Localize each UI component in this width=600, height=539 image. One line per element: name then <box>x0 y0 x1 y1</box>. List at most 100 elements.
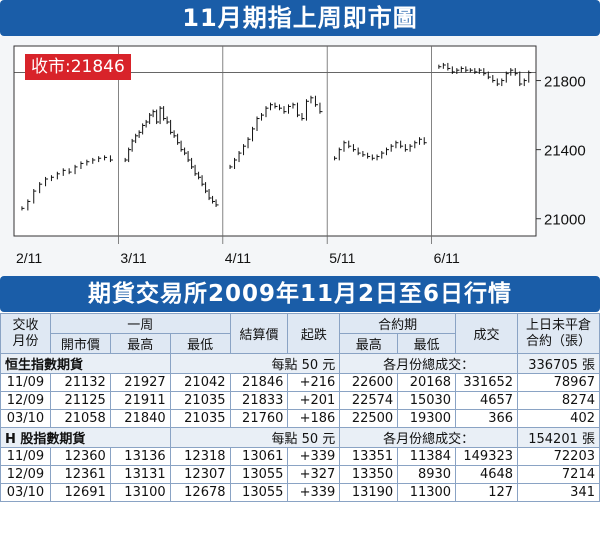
table-cell: +339 <box>287 483 341 502</box>
section-row: 恒生指數期貨 每點 50 元各月份總成交： 336705 張 <box>0 353 600 374</box>
table-cell: 12/09 <box>0 465 51 484</box>
x-tick-label: 4/11 <box>225 250 251 266</box>
header-contract-low: 最低 <box>397 333 457 354</box>
table-cell: 11/09 <box>0 447 51 466</box>
table-cell: 12691 <box>49 483 111 502</box>
table-cell: +201 <box>287 391 341 410</box>
table-cell: 11300 <box>397 483 457 502</box>
table-cell: 13100 <box>109 483 171 502</box>
table-cell: 20168 <box>397 373 457 392</box>
table-cell: 13055 <box>229 483 289 502</box>
x-tick-label: 3/11 <box>120 250 146 266</box>
header-low: 最低 <box>169 333 231 354</box>
table-row: 11/09 21132 21927 21042 21846 +216 22600 20168 3… <box>0 373 600 392</box>
header-oi: 上日未平倉 合約（張） <box>517 313 600 354</box>
section-name: 恒生指數期貨 <box>0 353 171 374</box>
section-total: 336705 張 <box>517 353 600 374</box>
header-contract-high: 最高 <box>339 333 399 354</box>
table-cell: 21927 <box>109 373 171 392</box>
table-cell: 03/10 <box>0 483 51 502</box>
table-cell: 19300 <box>397 409 457 428</box>
table-cell: 72203 <box>517 447 600 466</box>
section-unit: 每點 50 元 <box>169 353 341 374</box>
x-tick-label: 2/11 <box>16 250 42 266</box>
table-row: 03/10 12691 13100 12678 13055 +339 13190 11300 1… <box>0 483 600 502</box>
table-row: 12/09 21125 21911 21035 21833 +201 22574 15030 4… <box>0 391 600 410</box>
table-cell: 13351 <box>339 447 399 466</box>
table-cell: 13131 <box>109 465 171 484</box>
table-cell: 12360 <box>49 447 111 466</box>
header-open: 開市價 <box>49 333 111 354</box>
table-cell: 21035 <box>169 391 231 410</box>
table-cell: 4648 <box>455 465 519 484</box>
chart-title: 11月期指上周即市圖 <box>0 0 600 36</box>
table-cell: 21035 <box>169 409 231 428</box>
table-cell: 22500 <box>339 409 399 428</box>
table-cell: 12361 <box>49 465 111 484</box>
table-row: 11/09 12360 13136 12318 13061 +339 13351 11384 1… <box>0 447 600 466</box>
table-cell: +216 <box>287 373 341 392</box>
table-cell: 21833 <box>229 391 289 410</box>
table-cell: 21846 <box>229 373 289 392</box>
quotes-table: 交收 月份 一周 結算價 起跌 合約期 成交 上日未平倉 合約（張） 開市價 最… <box>0 313 600 502</box>
y-tick-label: 21800 <box>544 74 586 91</box>
table-cell: 78967 <box>517 373 600 392</box>
table-cell: 13136 <box>109 447 171 466</box>
table-row: 03/10 21058 21840 21035 21760 +186 22500 19300 3… <box>0 409 600 428</box>
table-cell: +186 <box>287 409 341 428</box>
table-cell: 13350 <box>339 465 399 484</box>
table-cell: +327 <box>287 465 341 484</box>
table-cell: 22574 <box>339 391 399 410</box>
section-total: 154201 張 <box>517 427 600 448</box>
table-cell: 366 <box>455 409 519 428</box>
table-cell: 12678 <box>169 483 231 502</box>
table-cell: 7214 <box>517 465 600 484</box>
table-cell: 15030 <box>397 391 457 410</box>
close-value: :21846 <box>65 57 125 77</box>
table-cell: 13190 <box>339 483 399 502</box>
table-cell: 402 <box>517 409 600 428</box>
header-volume: 成交 <box>455 313 519 354</box>
table-cell: 21840 <box>109 409 171 428</box>
quotes-body: 恒生指數期貨 每點 50 元各月份總成交： 336705 張 11/09 21132 21… <box>0 353 600 502</box>
table-cell: 11/09 <box>0 373 51 392</box>
table-cell: +339 <box>287 447 341 466</box>
table-cell: 21125 <box>49 391 111 410</box>
table-cell: 12/09 <box>0 391 51 410</box>
header-change: 起跌 <box>287 313 341 354</box>
table-cell: 21911 <box>109 391 171 410</box>
y-tick-label: 21400 <box>544 143 586 160</box>
close-price-label: 收市:21846 <box>25 54 131 80</box>
table-cell: 21132 <box>49 373 111 392</box>
header-month: 交收 月份 <box>0 313 51 354</box>
table-cell: 341 <box>517 483 600 502</box>
x-tick-label: 5/11 <box>329 250 355 266</box>
table-cell: 4657 <box>455 391 519 410</box>
table-title: 期貨交易所2009年11月2日至6日行情 <box>0 276 600 312</box>
section-unit: 每點 50 元 <box>169 427 341 448</box>
table-cell: 13055 <box>229 465 289 484</box>
header-settle: 結算價 <box>229 313 289 354</box>
table-cell: 127 <box>455 483 519 502</box>
table-cell: 22600 <box>339 373 399 392</box>
header-contract: 合約期 <box>339 313 457 334</box>
table-cell: 12318 <box>169 447 231 466</box>
section-total-label: 各月份總成交： <box>339 353 519 374</box>
table-cell: 8930 <box>397 465 457 484</box>
table-cell: 12307 <box>169 465 231 484</box>
table-row: 12/09 12361 13131 12307 13055 +327 13350 8930 46… <box>0 465 600 484</box>
header-week: 一周 <box>49 313 231 334</box>
table-cell: 03/10 <box>0 409 51 428</box>
table-cell: 13061 <box>229 447 289 466</box>
table-cell: 11384 <box>397 447 457 466</box>
table-cell: 331652 <box>455 373 519 392</box>
header-high: 最高 <box>109 333 171 354</box>
table-cell: 8274 <box>517 391 600 410</box>
section-total-label: 各月份總成交： <box>339 427 519 448</box>
table-cell: 21058 <box>49 409 111 428</box>
x-tick-label: 6/11 <box>434 250 460 266</box>
y-tick-label: 21000 <box>544 212 586 229</box>
table-cell: 149323 <box>455 447 519 466</box>
section-row: H 股指數期貨 每點 50 元各月份總成交： 154201 張 <box>0 427 600 448</box>
